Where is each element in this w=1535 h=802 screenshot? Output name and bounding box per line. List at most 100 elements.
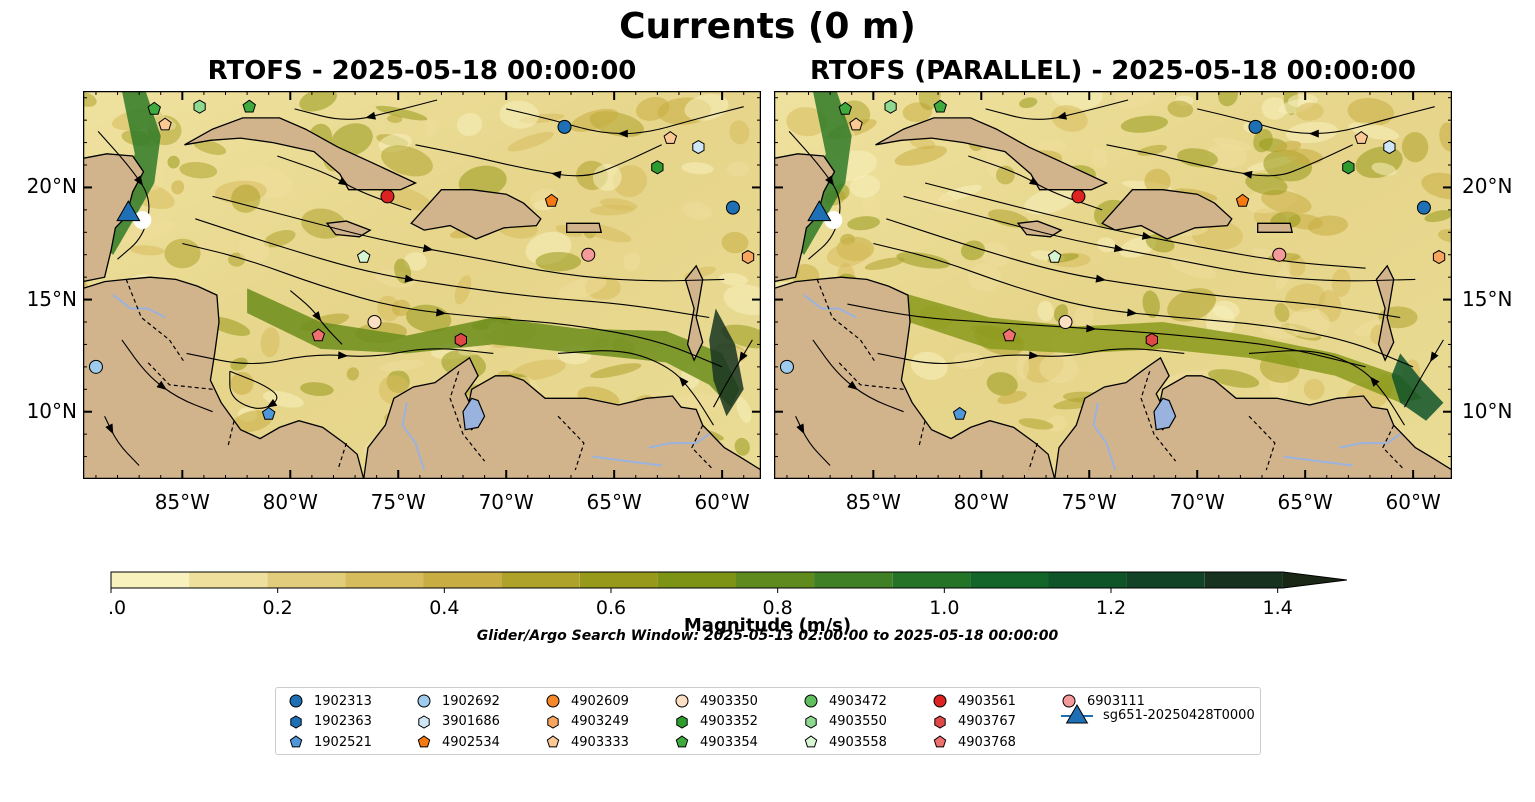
colorbar-tick-label: 0.6 bbox=[596, 597, 626, 619]
float-marker-1902313[interactable] bbox=[1416, 200, 1431, 215]
legend-item-4903249: 4903249 bbox=[543, 712, 629, 732]
float-marker-4902534[interactable] bbox=[544, 193, 559, 207]
legend-marker[interactable] bbox=[934, 714, 946, 729]
glider-marker[interactable] bbox=[807, 200, 832, 222]
legend-label: 4903333 bbox=[571, 734, 629, 750]
float-marker-4903249[interactable] bbox=[1432, 249, 1446, 265]
country-border bbox=[918, 420, 926, 448]
float-marker-4903354[interactable] bbox=[242, 99, 256, 113]
float-marker-1902521[interactable] bbox=[952, 406, 967, 420]
float-marker-4903558[interactable] bbox=[1047, 249, 1062, 263]
legend-marker[interactable] bbox=[546, 735, 560, 748]
legend-marker[interactable] bbox=[1062, 694, 1076, 708]
colorbar-bin bbox=[189, 572, 268, 588]
speed-patch bbox=[1213, 137, 1252, 151]
map-panel-rtofs[interactable] bbox=[83, 91, 761, 479]
float-marker-1902313[interactable] bbox=[1248, 119, 1263, 134]
speed-patch bbox=[1439, 122, 1452, 152]
legend-item-4903768: 4903768 bbox=[930, 732, 1016, 752]
legend-marker[interactable] bbox=[547, 714, 559, 729]
float-marker-4903561[interactable] bbox=[1071, 189, 1086, 204]
speed-patch bbox=[967, 263, 1001, 292]
speed-patch bbox=[300, 382, 334, 397]
float-marker-4903767[interactable] bbox=[454, 332, 467, 347]
legend-marker[interactable] bbox=[933, 694, 947, 708]
speed-patch bbox=[675, 393, 722, 412]
float-marker-4903354[interactable] bbox=[933, 99, 947, 113]
legend-marker[interactable] bbox=[676, 714, 688, 729]
colorbar-extend-arrow bbox=[1282, 572, 1347, 588]
float-marker-4903354[interactable] bbox=[838, 101, 852, 115]
legend-item-4903767: 4903767 bbox=[930, 712, 1016, 732]
float-marker-4903550[interactable] bbox=[884, 99, 897, 114]
lon-tick-label: 85°W bbox=[845, 490, 901, 514]
float-marker-4903561[interactable] bbox=[380, 189, 395, 204]
country-border bbox=[227, 420, 235, 448]
float-marker-4903333[interactable] bbox=[158, 117, 172, 131]
legend-marker[interactable] bbox=[290, 714, 302, 729]
lon-tick-label: 80°W bbox=[953, 490, 1009, 514]
legend-marker[interactable] bbox=[804, 694, 818, 708]
speed-patch bbox=[121, 220, 175, 243]
float-marker-1902692[interactable] bbox=[779, 359, 794, 374]
float-marker-4903333[interactable] bbox=[1354, 130, 1369, 144]
speed-patch bbox=[826, 242, 871, 268]
legend-marker[interactable] bbox=[289, 735, 303, 748]
float-marker-6903111[interactable] bbox=[581, 247, 596, 262]
legend-marker[interactable] bbox=[675, 694, 689, 708]
glider-marker[interactable] bbox=[116, 200, 141, 222]
legend-marker[interactable] bbox=[675, 735, 689, 748]
float-marker-1902521[interactable] bbox=[261, 406, 276, 420]
legend-glider-marker[interactable] bbox=[1065, 703, 1089, 723]
legend-marker[interactable] bbox=[417, 735, 431, 748]
map-panel-rtofs-parallel[interactable] bbox=[774, 91, 1452, 479]
legend-marker[interactable] bbox=[289, 694, 303, 708]
float-marker-4903354[interactable] bbox=[147, 101, 161, 115]
legend-marker[interactable] bbox=[546, 694, 560, 708]
float-marker-3901686[interactable] bbox=[1383, 140, 1396, 155]
legend-marker[interactable] bbox=[805, 714, 817, 729]
float-marker-4903352[interactable] bbox=[1342, 160, 1355, 175]
float-marker-4903333[interactable] bbox=[849, 117, 863, 131]
float-marker-4903768[interactable] bbox=[1002, 328, 1017, 342]
float-marker-4903350[interactable] bbox=[1058, 315, 1073, 330]
float-marker-4903350[interactable] bbox=[367, 315, 382, 330]
speed-patch bbox=[623, 251, 641, 272]
legend-marker[interactable] bbox=[418, 714, 430, 729]
float-marker-4903550[interactable] bbox=[193, 99, 206, 114]
float-marker-4902534[interactable] bbox=[1235, 193, 1250, 207]
streamline bbox=[886, 218, 1401, 319]
speed-patch bbox=[1295, 102, 1324, 121]
streamline-arrow bbox=[1430, 351, 1439, 363]
legend-label: 1902521 bbox=[314, 734, 372, 750]
legend-item-3901686: 3901686 bbox=[414, 712, 500, 732]
float-marker-1902313[interactable] bbox=[725, 200, 740, 215]
float-marker-1902313[interactable] bbox=[557, 119, 572, 134]
speed-patch bbox=[391, 299, 411, 317]
panel-title-rtofs: RTOFS - 2025-05-18 00:00:00 bbox=[207, 56, 637, 86]
lat-tick-label: 20°N bbox=[1462, 174, 1513, 199]
speed-patch bbox=[1167, 288, 1217, 322]
speed-patch bbox=[299, 91, 337, 112]
float-marker-4903767[interactable] bbox=[1145, 332, 1158, 347]
speed-patch bbox=[1303, 378, 1325, 400]
legend-label: 4903354 bbox=[700, 734, 758, 750]
streamline-arrow bbox=[825, 175, 835, 186]
speed-patch bbox=[682, 201, 713, 220]
speed-patch bbox=[1261, 97, 1288, 120]
float-marker-6903111[interactable] bbox=[1272, 247, 1287, 262]
legend-item-1902692: 1902692 bbox=[414, 691, 500, 711]
float-marker-4903558[interactable] bbox=[356, 249, 371, 263]
float-marker-4903333[interactable] bbox=[663, 130, 678, 144]
float-marker-4903768[interactable] bbox=[311, 328, 326, 342]
float-marker-4903249[interactable] bbox=[741, 249, 755, 265]
float-marker-1902692[interactable] bbox=[88, 359, 103, 374]
legend-marker[interactable] bbox=[804, 735, 818, 748]
float-marker-4903352[interactable] bbox=[651, 160, 664, 175]
float-marker-3901686[interactable] bbox=[692, 140, 705, 155]
streamline-arrow bbox=[266, 398, 278, 408]
speed-patch bbox=[721, 231, 749, 254]
legend-marker[interactable] bbox=[417, 694, 431, 708]
speed-patch bbox=[1037, 300, 1054, 322]
legend-marker[interactable] bbox=[933, 735, 947, 748]
